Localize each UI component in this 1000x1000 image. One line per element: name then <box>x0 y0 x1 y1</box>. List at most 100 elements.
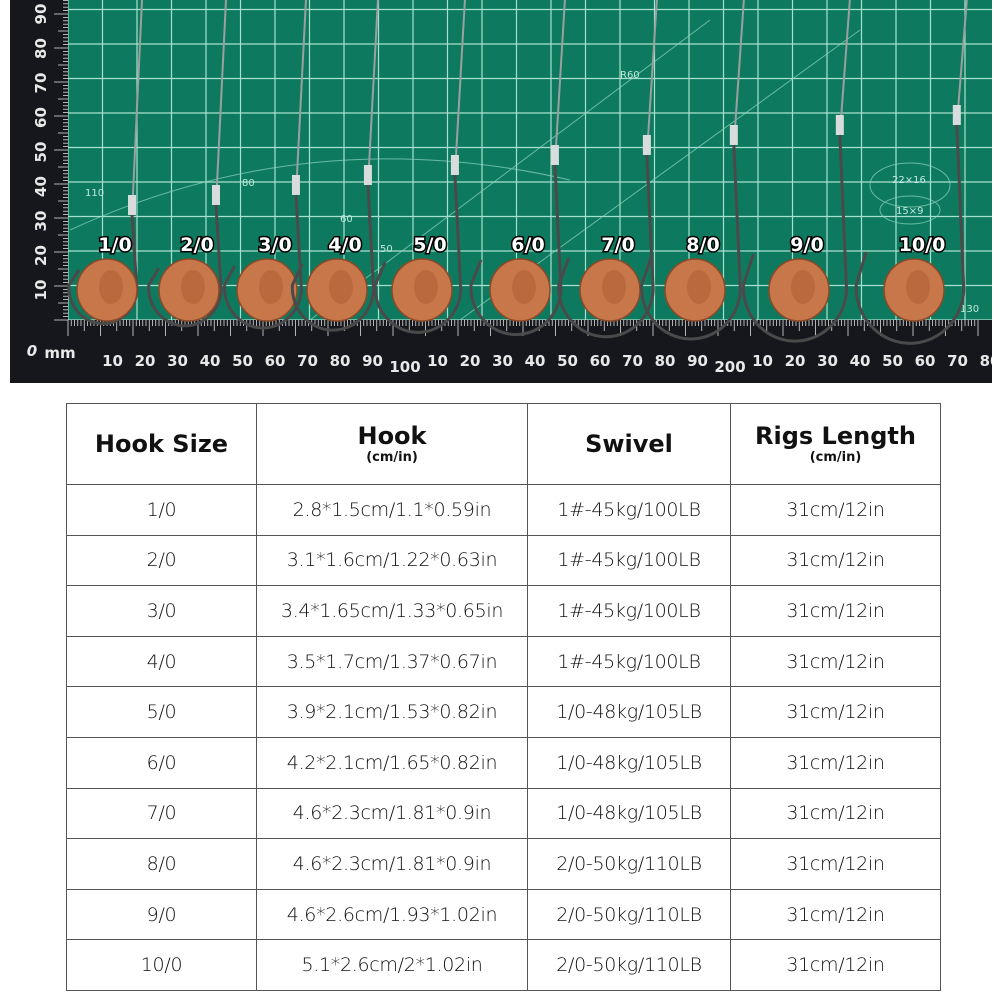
hook-with-coin: 8/0 <box>640 0 745 341</box>
crimp-sleeve <box>835 115 844 135</box>
leader-wire <box>453 0 466 176</box>
coin-portrait <box>512 270 536 304</box>
ruler-number: 50 <box>557 352 578 370</box>
swivel-cell: 1/0-48kg/105LB <box>527 736 731 789</box>
ruler-number: 60 <box>32 107 50 128</box>
ruler-number: 50 <box>232 352 253 370</box>
swivel-cell: 1/0-48kg/105LB <box>527 787 731 840</box>
column-header-title: Hook Size <box>94 429 229 458</box>
hook-size-label: 10/0 <box>899 234 946 256</box>
mat-mark-labels: R60 80 110 60 50 22×16 15×9 130 <box>85 70 979 315</box>
mat-mark: R60 <box>620 70 640 81</box>
coin-portrait <box>329 270 353 304</box>
rig-length-cell: 31cm/12in <box>730 484 941 536</box>
coin-portrait <box>906 270 930 304</box>
hook-size-cell: 1/0 <box>66 484 257 536</box>
ruler-number: 40 <box>850 352 871 370</box>
hook <box>640 144 742 341</box>
ruler-number: 70 <box>297 352 318 370</box>
ruler-number: 70 <box>947 352 968 370</box>
ruler-number: 60 <box>265 352 286 370</box>
hook-dimension-cell: 3.4*1.65cm/1.33*0.65in <box>256 585 528 637</box>
ruler-number: 20 <box>460 352 481 370</box>
leader-wire <box>294 0 307 196</box>
table-row: 8/0 4.6*2.3cm/1.81*0.9in 2/0-50kg/110LB 31c… <box>66 838 941 890</box>
hook-dimension-cell: 4.6*2.3cm/1.81*0.9in <box>256 838 528 890</box>
coin-portrait <box>687 270 711 304</box>
mat-mark: 15×9 <box>896 206 923 217</box>
ruler-number: 70 <box>32 73 50 94</box>
column-header: Hook (cm/in) <box>256 403 528 485</box>
left-ruler <box>10 0 68 383</box>
swivel-cell: 1#-45kg/100LB <box>527 635 731 688</box>
hook-with-coin: 10/0 <box>854 0 968 345</box>
coin-portrait <box>181 270 205 304</box>
hook-dimension-cell: 3.9*2.1cm/1.53*0.82in <box>256 686 528 738</box>
hook-dimension-cell: 3.1*1.6cm/1.22*0.63in <box>256 534 528 587</box>
table-row: 7/0 4.6*2.3cm/1.81*0.9in 1/0-48kg/105LB 31c… <box>66 787 941 840</box>
hook-dimension-cell: 4.6*2.6cm/1.93*1.02in <box>256 888 528 941</box>
hook <box>557 154 655 339</box>
crimp-sleeve <box>450 155 459 175</box>
rig-length-cell: 31cm/12in <box>730 736 941 789</box>
leader-wire <box>732 0 745 146</box>
hook-size-cell: 3/0 <box>66 585 257 637</box>
table-row: 3/0 3.4*1.65cm/1.33*0.65in 1#-45kg/100LB 31… <box>66 585 941 637</box>
ruler-number: 80 <box>32 38 50 59</box>
ruler-number: 90 <box>687 352 708 370</box>
crimp-sleeve <box>128 195 136 215</box>
hook-size-label: 8/0 <box>686 234 719 256</box>
ruler-number: 10 <box>427 352 448 370</box>
leader-wire <box>955 0 968 126</box>
hooks: 1/0 2/0 3/0 4/0 5/0 6/0 7/0 8/0 9/0 10/0 <box>67 0 968 345</box>
ruler-ticks: 10 20 30 40 50 60 70 80 90 100 10 20 30 40 50 60 70 80 90 2… <box>32 0 992 376</box>
hook-with-coin: 3/0 <box>223 0 307 330</box>
hook-size-label: 1/0 <box>98 234 131 256</box>
leader-wire <box>214 0 227 206</box>
crimp-sleeve <box>211 185 220 205</box>
ruler-number: 40 <box>525 352 546 370</box>
column-header: Rigs Length (cm/in) <box>730 403 941 485</box>
column-header-title: Swivel <box>585 429 673 458</box>
coin-portrait <box>414 270 438 304</box>
column-header-title: Rigs Length <box>755 421 916 450</box>
coin-portrait <box>602 270 626 304</box>
hook-with-coin: 5/0 <box>373 0 466 334</box>
hook-dimension-cell: 4.2*2.1cm/1.65*0.82in <box>256 736 528 789</box>
crimp-sleeve <box>642 135 651 155</box>
hook-with-coin: 7/0 <box>557 0 658 339</box>
column-header-unit: (cm/in) <box>366 450 418 466</box>
hook-size-cell: 8/0 <box>66 838 257 890</box>
swivel-cell: 1/0-48kg/105LB <box>527 686 731 738</box>
hook-with-coin: 9/0 <box>741 0 851 343</box>
coin-portrait <box>259 270 283 304</box>
ruler-number: 80 <box>655 352 676 370</box>
ruler-number: 70 <box>622 352 643 370</box>
hook <box>223 194 303 330</box>
ruler-number: 10 <box>32 280 50 301</box>
hook-dimension-cell: 5.1*2.6cm/2*1.02in <box>256 939 528 991</box>
ruler-number: 20 <box>32 245 50 266</box>
ruler-number: 60 <box>915 352 936 370</box>
ruler-number: 100 <box>389 358 420 376</box>
swivel-cell: 2/0-50kg/110LB <box>527 838 731 890</box>
column-header: Hook Size <box>66 403 257 485</box>
ruler-number: 40 <box>200 352 221 370</box>
hook-spec-table: Hook Size Hook (cm/in) Swivel Rigs Length (cm… <box>66 403 941 991</box>
mat-mark: 80 <box>242 178 255 189</box>
leader-wire <box>131 0 143 216</box>
hook-size-photo: R60 80 110 60 50 22×16 15×9 130 10 20 30 40… <box>10 0 992 383</box>
hook <box>854 124 966 345</box>
ruler-number: 30 <box>167 352 188 370</box>
hook-size-label: 4/0 <box>328 234 361 256</box>
mat-mark: 22×16 <box>892 175 926 186</box>
leader-wire <box>645 0 658 156</box>
column-header: Swivel <box>527 403 731 485</box>
coin-portrait <box>99 270 123 304</box>
ruler-number: 40 <box>32 176 50 197</box>
crimp-sleeve <box>363 165 372 185</box>
ruler-zero: 0 <box>27 342 37 360</box>
mat-mark: 60 <box>340 214 353 225</box>
ruler-number: 50 <box>882 352 903 370</box>
ruler-number: 20 <box>135 352 156 370</box>
